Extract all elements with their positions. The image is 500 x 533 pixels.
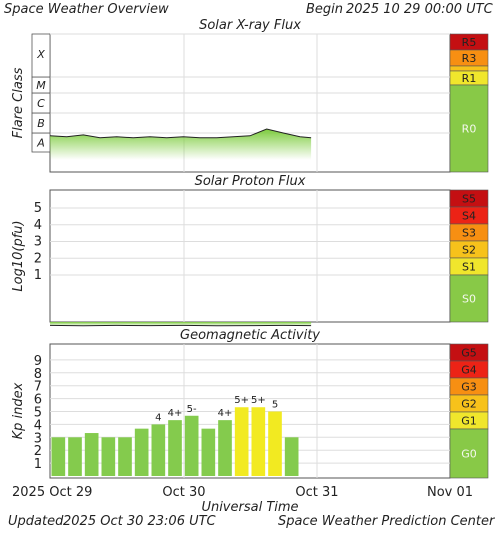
xray-flux-area <box>50 129 312 160</box>
page-title: Space Weather Overview <box>4 2 169 17</box>
xray-flux-line <box>49 128 312 139</box>
kp-bar-5 <box>134 428 149 476</box>
kp-tick-6: 6 <box>34 393 42 408</box>
kp-tick-4: 4 <box>34 418 42 433</box>
panel-3-scale-label-4: G1 <box>461 415 477 428</box>
proton-flux-area <box>50 322 312 326</box>
kp-bar-label-11: 5+ <box>234 395 249 406</box>
kp-tick-3: 3 <box>34 431 42 446</box>
kp-tick-1: 1 <box>34 457 42 472</box>
x-axis-label: Universal Time <box>201 500 298 515</box>
kp-tick-8: 8 <box>34 367 42 382</box>
kp-bar-label-12: 5+ <box>251 395 266 406</box>
panel-1-title: Solar X-ray Flux <box>199 18 301 33</box>
panel-1-scale-4 <box>449 84 489 173</box>
xray-tick-C: C <box>37 97 45 110</box>
kp-bar-10 <box>218 420 232 476</box>
panel-2-ylabel: Log10(pfu) <box>11 220 26 291</box>
xray-tick-B: B <box>37 117 45 130</box>
begin-value: 2025 10 29 00:00 UTC <box>346 2 493 17</box>
kp-tick-9: 9 <box>34 354 42 369</box>
panel-2-scale-label-3: S2 <box>462 244 476 257</box>
kp-bar-1 <box>68 437 82 476</box>
panel-1-scale-label-1: R3 <box>462 52 477 65</box>
kp-tick-7: 7 <box>34 380 42 395</box>
xray-tick-M: M <box>36 79 46 92</box>
kp-bar-12 <box>251 407 266 476</box>
kp-bar-4 <box>118 437 132 476</box>
kp-bar-label-6: 4 <box>155 412 161 423</box>
begin-label: Begin <box>306 2 344 17</box>
kp-bar-label-7: 4+ <box>168 408 183 419</box>
panel-2-scale-5 <box>449 274 489 323</box>
panel-1-ylabel: Flare Class <box>11 67 26 138</box>
panel-2-frame <box>49 189 451 323</box>
proton-tick-1: 1 <box>34 268 42 283</box>
panel-1-scale-2 <box>449 65 489 72</box>
kp-bar-0 <box>51 437 66 476</box>
kp-bar-6 <box>151 424 166 476</box>
proton-tick-5: 5 <box>34 201 42 216</box>
panel-3-scale-label-3: G2 <box>461 398 477 411</box>
kp-bar-label-13: 5 <box>272 400 278 411</box>
kp-bar-11 <box>234 407 249 476</box>
proton-tick-3: 3 <box>34 235 42 250</box>
proton-tick-4: 4 <box>34 218 42 233</box>
panel-2-scale-label-5: S0 <box>462 293 476 306</box>
panel-2-scale-label-4: S1 <box>462 261 476 274</box>
x-tick-2: Oct 31 <box>295 485 338 500</box>
xray-class-box-X <box>31 33 51 78</box>
panel-3-scale-label-0: G5 <box>461 347 477 360</box>
updated-label: Updated <box>8 514 64 529</box>
kp-bar-3 <box>101 437 116 476</box>
panel-1-scale-label-3: R1 <box>462 72 477 85</box>
kp-bar-label-10: 4+ <box>218 408 233 419</box>
x-tick-1: Oct 30 <box>162 485 205 500</box>
kp-bar-9 <box>201 428 216 476</box>
x-tick-0: 2025 Oct 29 <box>12 485 92 500</box>
kp-tick-5: 5 <box>34 406 42 421</box>
x-tick-3: Nov 01 <box>427 485 473 500</box>
kp-bar-2 <box>84 433 99 476</box>
kp-bar-7 <box>168 420 182 476</box>
panel-3-ylabel: Kp index <box>11 382 26 439</box>
kp-bar-13 <box>268 411 282 476</box>
proton-tick-2: 2 <box>34 251 42 266</box>
panel-2-scale-label-0: S5 <box>462 193 476 206</box>
kp-bar-label-8: 5- <box>187 404 197 415</box>
kp-bar-8 <box>184 415 199 476</box>
kp-tick-2: 2 <box>34 444 42 459</box>
panel-2-title: Solar Proton Flux <box>195 174 306 189</box>
xray-tick-A: A <box>36 137 45 150</box>
panel-1-scale-label-4: R0 <box>462 123 477 136</box>
panel-2-scale-label-2: S3 <box>462 227 476 240</box>
updated-value: 2025 Oct 30 23:06 UTC <box>63 514 216 529</box>
credit-text: Space Weather Prediction Center <box>278 514 495 529</box>
panel-3-title: Geomagnetic Activity <box>180 328 320 343</box>
panel-3-scale-label-1: G4 <box>461 364 477 377</box>
panel-3-scale-5 <box>449 428 489 479</box>
panel-3-scale-label-5: G0 <box>461 448 477 461</box>
panel-3-scale-label-2: G3 <box>461 381 477 394</box>
panel-2-scale-label-1: S4 <box>462 210 476 223</box>
panel-1-scale-label-0: R5 <box>462 36 477 49</box>
kp-bar-14 <box>284 437 299 476</box>
xray-tick-X: X <box>36 48 45 61</box>
